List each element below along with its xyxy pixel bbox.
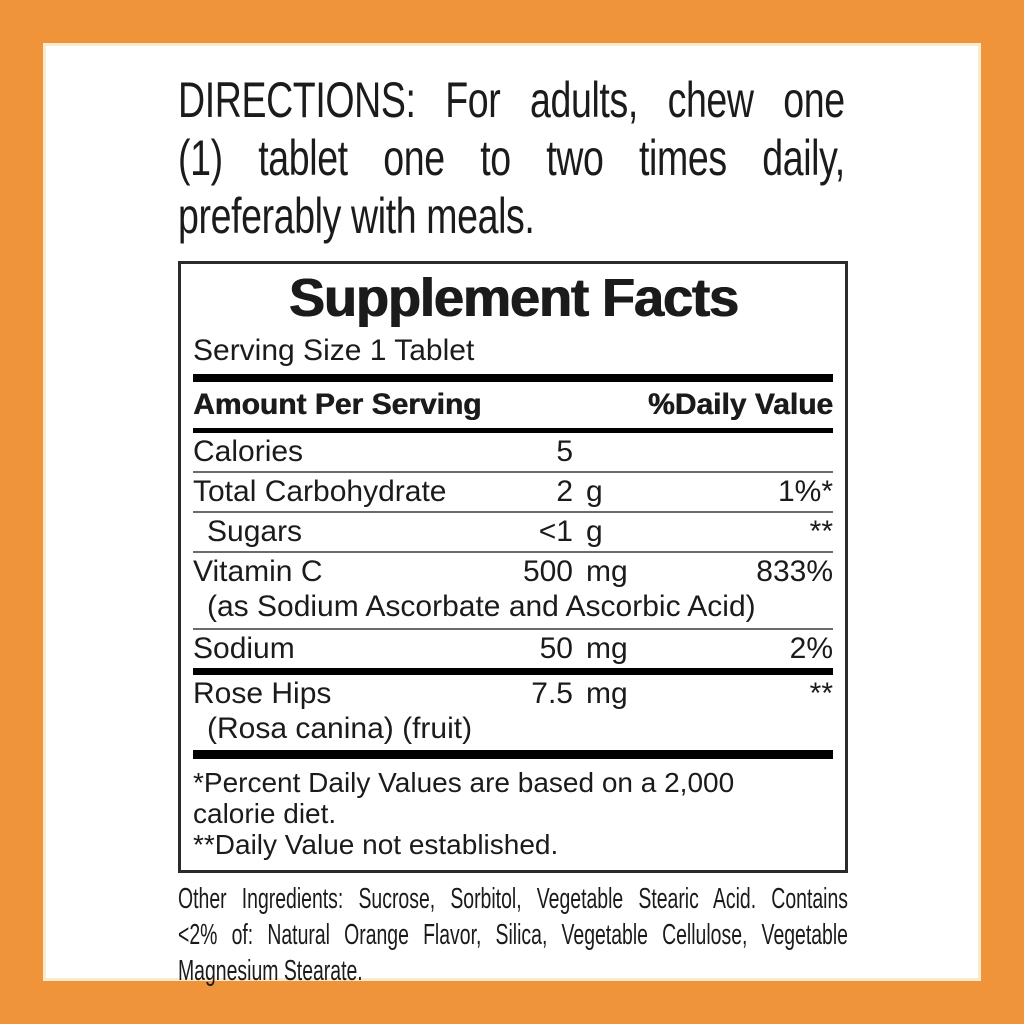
row-divider [193, 511, 833, 513]
amount-per-serving-header: Amount Per Serving [193, 388, 482, 421]
nutrient-unit: mg [586, 632, 628, 665]
directions-line: (1) tablet one to two times daily, [178, 130, 845, 186]
nutrient-row: Vitamin C 500 mg 833% [193, 553, 833, 591]
supplement-facts-box: Supplement Facts Serving Size 1 Tablet A… [178, 261, 848, 873]
nutrient-label: Sodium [193, 632, 295, 665]
nutrient-row: Sodium 50 mg 2% [193, 630, 833, 668]
nutrient-daily-value: 833% [756, 555, 833, 588]
label-panel: DIRECTIONS: For adults, chew one (1) tab… [43, 43, 981, 987]
row-divider [193, 471, 833, 473]
directions-line: DIRECTIONS: For adults, chew one [178, 72, 845, 128]
nutrient-label: Sugars [207, 515, 303, 548]
footnote-line: calorie diet. [193, 798, 337, 829]
thick-divider [193, 750, 833, 759]
nutrient-unit: mg [586, 677, 628, 710]
thick-divider [193, 374, 833, 382]
nutrient-amount: 7.5 [531, 677, 573, 710]
footnote-line: **Daily Value not established. [193, 829, 559, 860]
nutrient-label: Rose Hips [193, 677, 332, 710]
nutrient-amount: 5 [556, 435, 573, 468]
nutrient-daily-value: 1%* [777, 475, 833, 508]
nutrient-amount: 500 [522, 555, 573, 588]
nutrient-unit: g [586, 475, 603, 508]
thick-divider [193, 668, 833, 675]
footnote-line: *Percent Daily Values are based on a 2,0… [193, 767, 735, 798]
row-divider [193, 551, 833, 553]
supplement-facts-title: Supplement Facts [288, 268, 738, 328]
label-content: DIRECTIONS: For adults, chew one (1) tab… [178, 71, 848, 989]
column-header-row: Amount Per Serving %Daily Value [193, 382, 833, 428]
nutrient-label: Calories [193, 435, 304, 468]
nutrient-amount: 50 [539, 632, 573, 665]
directions-text: DIRECTIONS: For adults, chew one (1) tab… [178, 71, 845, 245]
nutrient-row: Total Carbohydrate 2 g 1%* [193, 473, 833, 511]
nutrient-daily-value: 2% [789, 632, 833, 665]
directions-line: preferably with meals. [178, 188, 535, 244]
nutrient-daily-value: ** [809, 677, 833, 710]
other-ingredients: Other Ingredients: Sucrose, Sorbitol, Ve… [178, 881, 848, 989]
other-ingredients-line: Magnesium Stearate. [178, 955, 363, 987]
nutrient-label: Vitamin C [193, 555, 323, 588]
daily-value-header: %Daily Value [647, 388, 833, 421]
nutrient-subline: (as Sodium Ascorbate and Ascorbic Acid) [207, 590, 756, 623]
serving-size: Serving Size 1 Tablet [193, 334, 475, 367]
nutrient-row: Rose Hips 7.5 mg ** [193, 675, 833, 713]
other-ingredients-line: Other Ingredients: Sucrose, Sorbitol, Ve… [178, 883, 848, 915]
other-ingredients-line: <2% of: Natural Orange Flavor, Silica, V… [178, 919, 848, 951]
row-divider [193, 628, 833, 630]
nutrient-row: Calories 5 [193, 433, 833, 471]
nutrient-unit: mg [586, 555, 628, 588]
nutrient-subline: (Rosa canina) (fruit) [207, 712, 473, 745]
nutrient-unit: g [586, 515, 603, 548]
nutrient-label: Total Carbohydrate [193, 475, 447, 508]
nutrient-amount: <1 [538, 515, 573, 548]
medium-divider [193, 428, 833, 433]
nutrient-row: Sugars <1 g ** [193, 513, 833, 551]
footnotes: *Percent Daily Values are based on a 2,0… [193, 759, 833, 870]
nutrient-amount: 2 [556, 475, 573, 508]
nutrient-daily-value: ** [809, 515, 833, 548]
nutrient-rows: Calories 5 Total Carbohydrate 2 g 1%* Sugars <1… [193, 433, 833, 750]
